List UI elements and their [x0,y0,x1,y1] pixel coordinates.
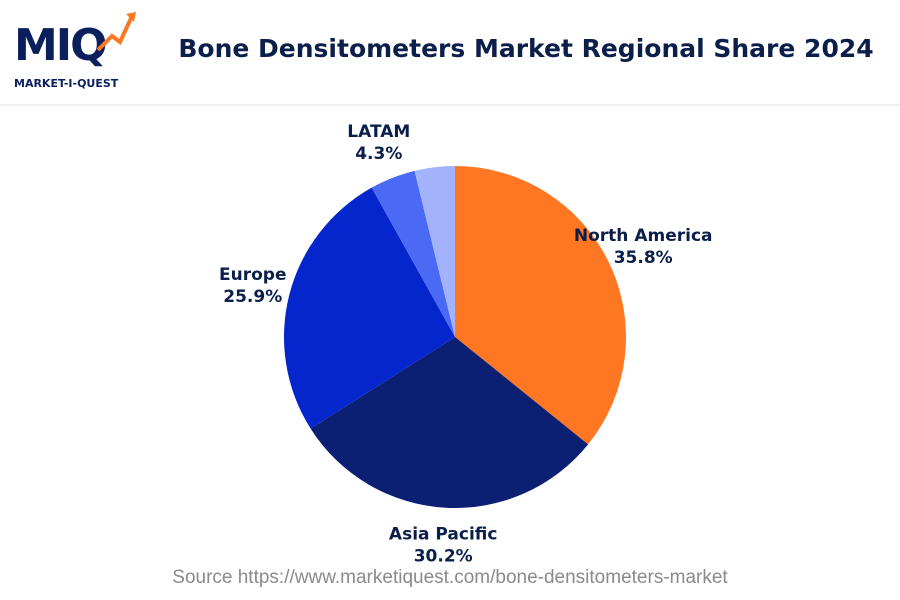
pie-slice [414,166,455,337]
slice-label: Asia Pacific [389,524,498,544]
slice-label: Europe [219,265,286,285]
logo-arrowhead [126,12,136,22]
pie-slice [455,166,627,445]
pie-slice [284,187,455,429]
source: Source https://www.marketiquest.com/bone… [172,567,728,588]
slice-value-label: 25.9% [223,287,282,307]
logo-text: MIQ [14,20,106,71]
slice-label: LATAM [347,122,410,142]
pie-slice [371,170,455,337]
pie-slice [310,337,589,508]
logo-arrow [96,15,134,52]
slice-value-label: 4.3% [355,144,402,164]
logo-tagline: MARKET-I-QUEST [14,77,119,90]
slice-value-label: 35.8% [614,248,673,268]
logo: MIQ MARKET-I-QUEST [14,12,136,90]
slice-label: North America [574,226,713,246]
chart-title: Bone Densitometers Market Regional Share… [178,34,873,63]
slice-value-label: 30.2% [414,546,473,566]
